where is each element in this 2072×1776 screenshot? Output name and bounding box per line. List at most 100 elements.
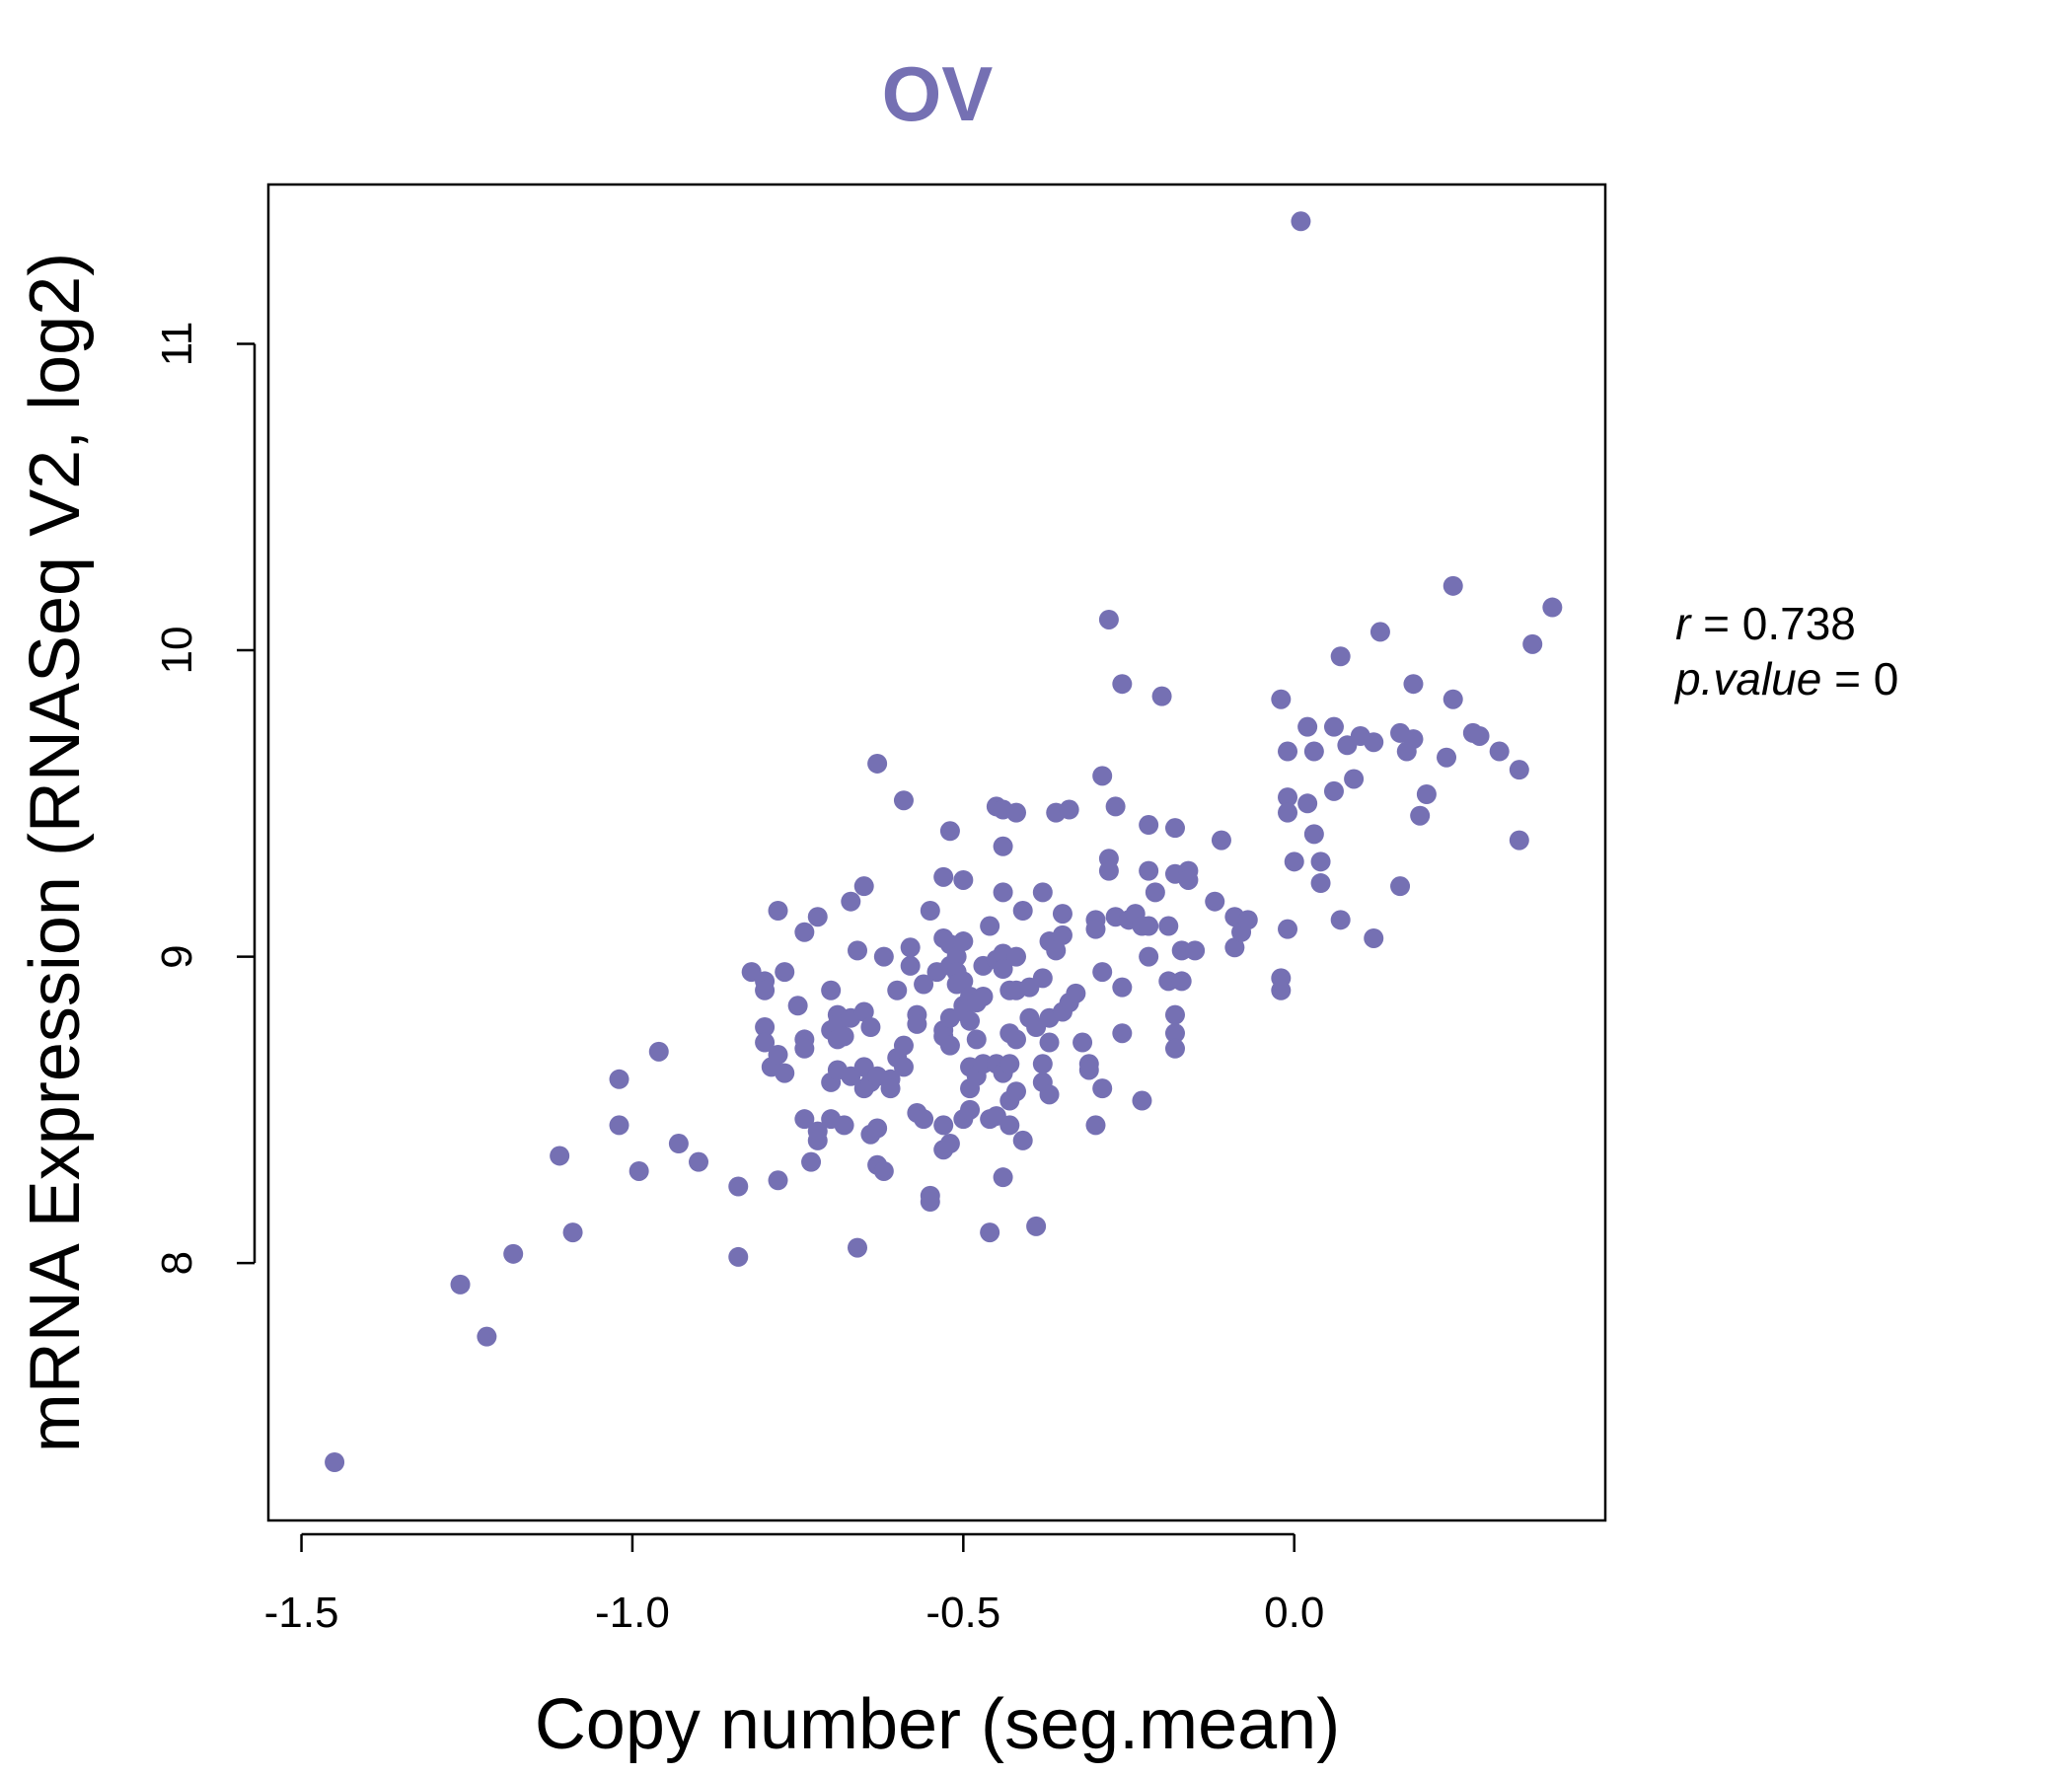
data-point-17: [755, 1017, 776, 1038]
data-point-193: [1171, 971, 1192, 992]
plot-frame: [266, 183, 1607, 1522]
data-point-190: [1164, 1023, 1185, 1044]
data-point-44: [841, 891, 861, 912]
y-axis-title: mRNA Expression (RNASeq V2, log2): [16, 253, 95, 1452]
data-point-148: [1039, 1032, 1060, 1053]
data-point-10: [668, 1134, 689, 1154]
data-point-185: [1158, 916, 1179, 936]
data-point-114: [980, 1222, 1000, 1243]
data-point-120: [993, 836, 1013, 856]
data-point-8: [629, 1160, 649, 1181]
data-point-151: [1046, 940, 1067, 961]
data-point-96: [953, 869, 974, 890]
data-point-241: [1509, 760, 1529, 780]
data-point-208: [1278, 802, 1298, 823]
data-point-2: [477, 1326, 497, 1347]
data-point-144: [1032, 1054, 1053, 1074]
data-point-128: [999, 1054, 1020, 1074]
data-point-34: [821, 980, 842, 1000]
data-point-167: [1098, 609, 1119, 629]
data-point-29: [794, 1109, 815, 1130]
data-point-90: [939, 1035, 960, 1056]
data-point-244: [1542, 597, 1563, 618]
data-point-232: [1403, 674, 1424, 695]
y-tick-label-2: 10: [153, 627, 201, 675]
data-point-123: [993, 959, 1013, 980]
r-label: r: [1675, 598, 1692, 649]
data-point-137: [1012, 1130, 1033, 1150]
data-point-42: [834, 1026, 854, 1047]
p-label: p.value: [1673, 653, 1821, 704]
data-point-48: [848, 1237, 868, 1258]
data-point-9: [648, 1041, 669, 1062]
data-point-235: [1437, 747, 1457, 768]
data-point-223: [1344, 769, 1365, 789]
data-point-75: [914, 974, 934, 995]
y-tick-label-1: 9: [153, 944, 201, 968]
data-point-86: [939, 821, 960, 842]
data-point-31: [807, 907, 828, 927]
data-point-4: [550, 1146, 570, 1166]
data-point-225: [1364, 732, 1384, 753]
data-point-121: [993, 882, 1013, 903]
data-point-233: [1410, 805, 1431, 826]
data-point-183: [1145, 882, 1165, 903]
data-point-173: [1112, 977, 1133, 998]
data-point-91: [939, 1134, 960, 1154]
data-point-229: [1390, 876, 1411, 897]
data-point-61: [873, 1160, 894, 1181]
data-point-63: [880, 1078, 901, 1099]
data-point-95: [953, 931, 974, 952]
data-point-231: [1403, 729, 1424, 750]
data-point-215: [1303, 824, 1324, 845]
data-point-56: [867, 753, 888, 774]
data-point-20: [768, 901, 788, 922]
data-point-28: [794, 922, 815, 942]
data-point-141: [1026, 1216, 1047, 1236]
data-point-78: [920, 1192, 940, 1213]
data-point-197: [1205, 891, 1225, 912]
data-point-131: [1005, 802, 1026, 823]
data-point-162: [1085, 919, 1106, 939]
data-point-107: [966, 1029, 987, 1050]
data-point-60: [873, 946, 894, 967]
data-point-74: [914, 1109, 934, 1130]
chart-title: OV: [882, 50, 994, 137]
y-tick-label-3: 11: [153, 322, 201, 367]
data-point-105: [960, 1099, 981, 1120]
data-point-92: [946, 946, 967, 967]
data-point-220: [1330, 646, 1351, 667]
data-point-170: [1105, 796, 1126, 817]
data-point-234: [1416, 783, 1437, 804]
data-point-18: [755, 1032, 776, 1053]
data-point-67: [893, 1035, 914, 1056]
data-point-27: [794, 1038, 815, 1059]
data-point-189: [1164, 1004, 1185, 1025]
data-point-157: [1066, 983, 1086, 1003]
data-point-132: [1005, 946, 1026, 967]
data-point-200: [1224, 937, 1245, 958]
data-point-6: [609, 1115, 629, 1136]
data-points: [325, 211, 1563, 1472]
data-point-203: [1271, 689, 1292, 709]
data-point-164: [1092, 962, 1113, 983]
r-statistic: r = 0.738: [1675, 598, 1856, 649]
data-point-110: [973, 986, 994, 1006]
data-point-102: [960, 1010, 981, 1031]
data-point-172: [1112, 674, 1133, 695]
data-point-149: [1039, 1084, 1060, 1105]
data-point-179: [1139, 815, 1159, 836]
data-point-237: [1443, 689, 1463, 709]
data-point-242: [1509, 830, 1529, 851]
x-tick-label-0: -1.5: [264, 1589, 339, 1637]
data-point-243: [1522, 633, 1543, 654]
x-tick-label-1: -1.0: [595, 1589, 670, 1637]
data-point-136: [1012, 901, 1033, 922]
data-point-0: [325, 1451, 345, 1472]
p-value: 0: [1874, 653, 1899, 704]
y-tick-label-0: 8: [153, 1251, 201, 1275]
data-point-191: [1164, 1038, 1185, 1059]
data-point-216: [1310, 851, 1331, 872]
data-point-206: [1278, 741, 1298, 762]
data-point-227: [1369, 622, 1390, 642]
